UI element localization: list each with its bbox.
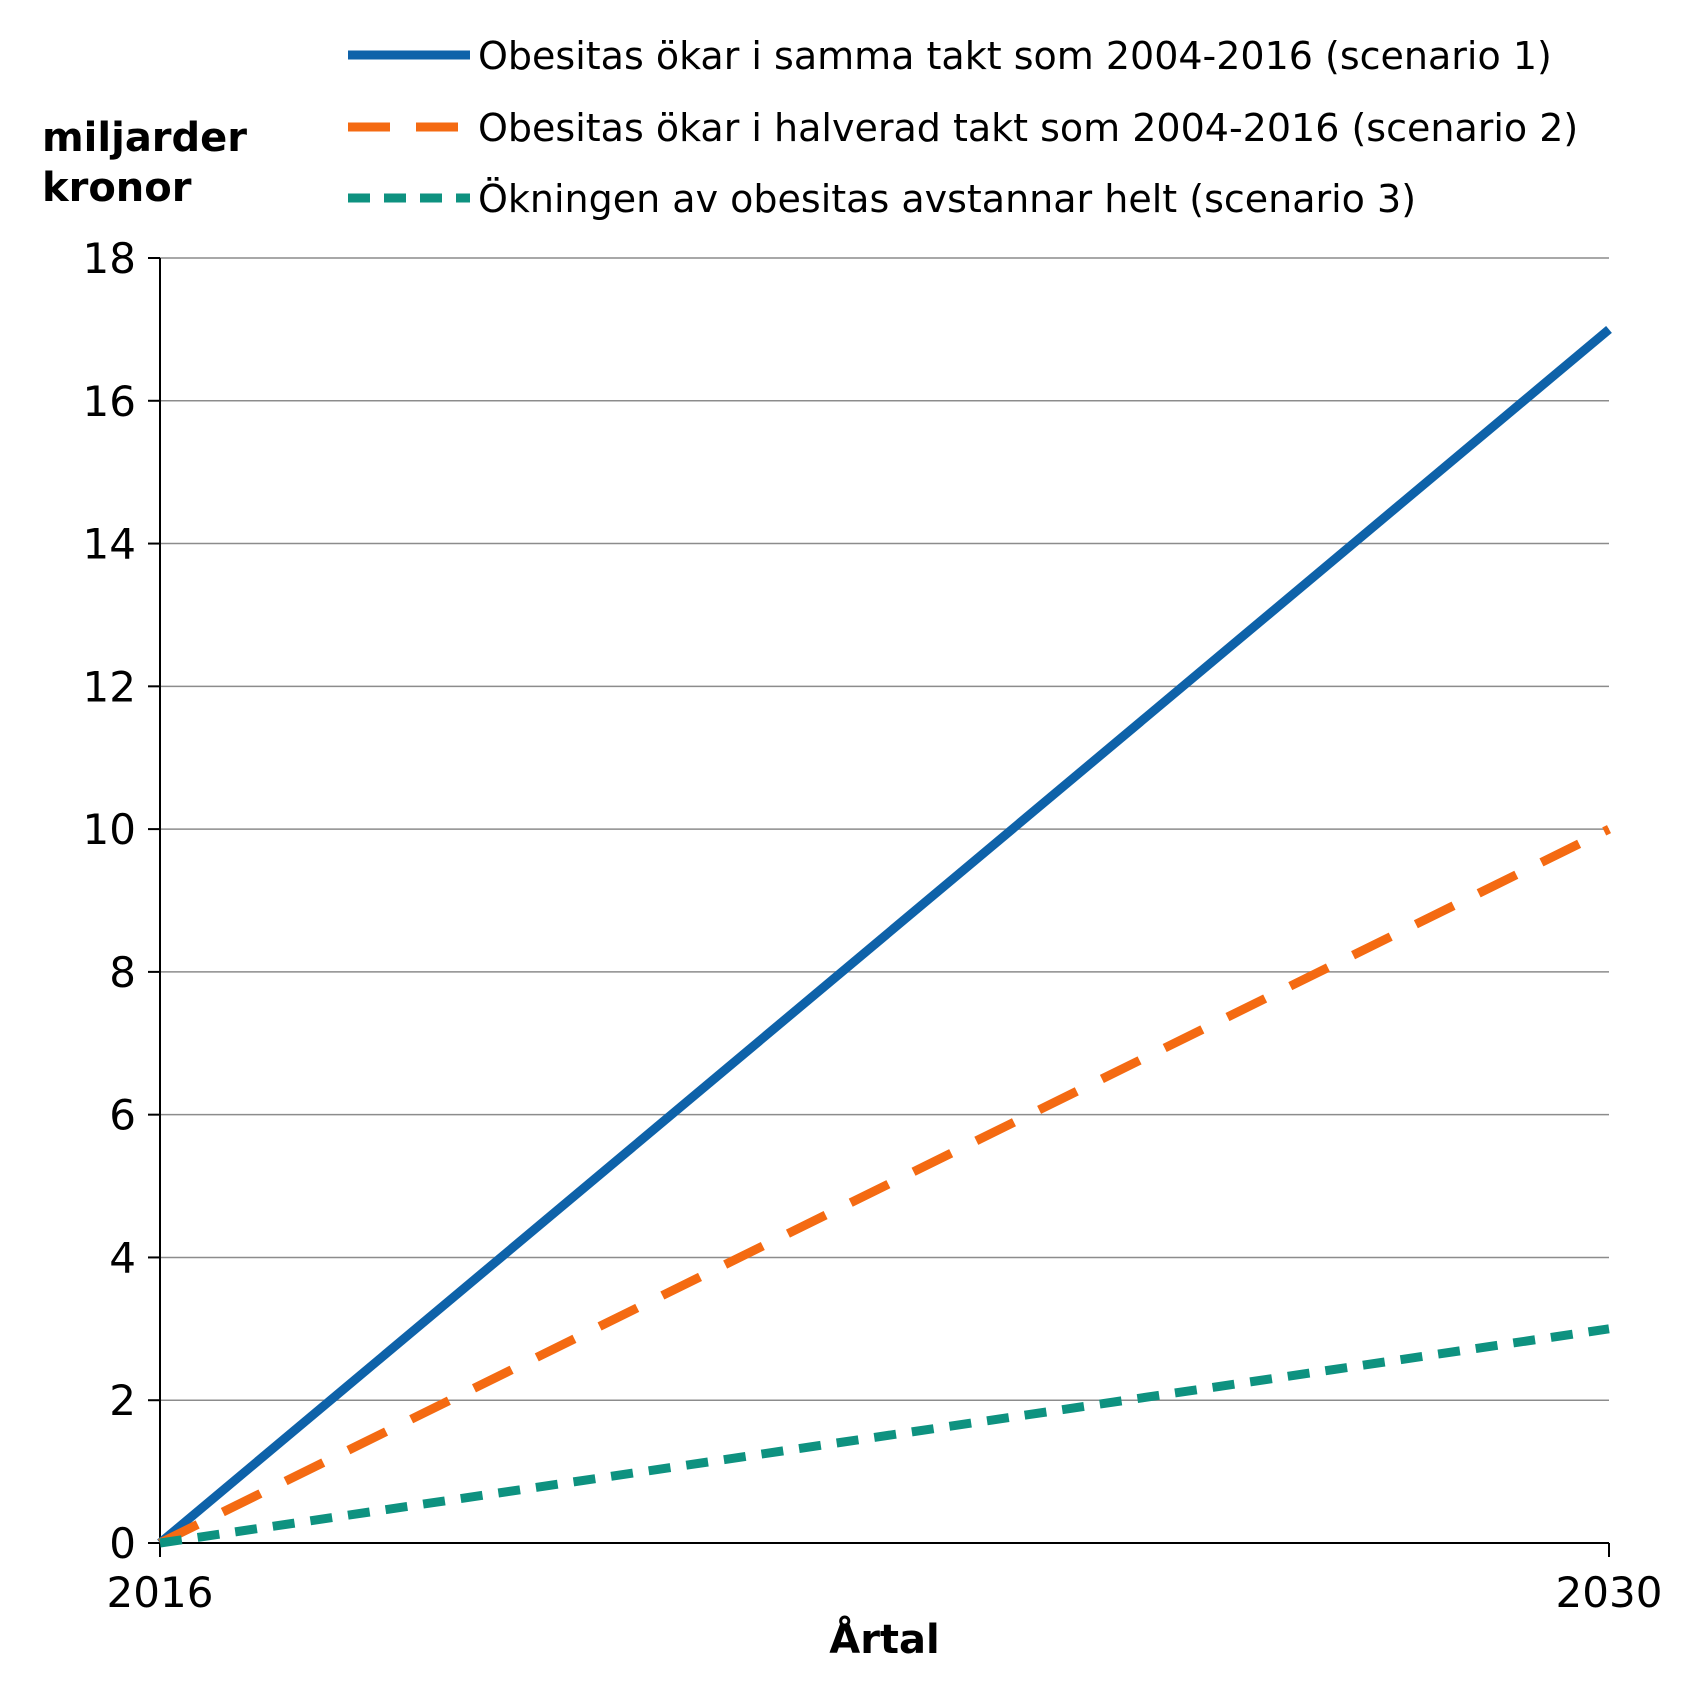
gridlines xyxy=(160,257,1609,1401)
y-axis-title-line-1: miljarder xyxy=(42,115,247,161)
series-line-3 xyxy=(159,1324,1610,1548)
y-tick-label: 18 xyxy=(83,234,136,283)
axes: 0 2 4 6 8 10 12 14 16 18 2016 2030 xyxy=(83,234,1663,1617)
x-tick-label: 2016 xyxy=(107,1568,214,1617)
y-tick-label: 12 xyxy=(83,662,136,711)
legend: Obesitas ökar i samma takt som 2004-2016… xyxy=(348,34,1578,221)
legend-label-2: Obesitas ökar i halverad takt som 2004-2… xyxy=(478,106,1578,150)
legend-label-1: Obesitas ökar i samma takt som 2004-2016… xyxy=(478,34,1552,78)
y-tick-label: 16 xyxy=(83,377,136,426)
series-line-2 xyxy=(158,825,1611,1548)
y-tick-label: 4 xyxy=(109,1233,136,1282)
x-tick-label: 2030 xyxy=(1556,1568,1663,1617)
y-tick-label: 2 xyxy=(109,1376,136,1425)
series-line-1 xyxy=(157,325,1612,1547)
y-tick-label: 14 xyxy=(83,520,136,569)
y-tick-label: 10 xyxy=(83,805,136,854)
legend-label-3: Ökningen av obesitas avstannar helt (sce… xyxy=(478,177,1416,221)
series-lines xyxy=(157,325,1612,1548)
y-tick-label: 6 xyxy=(109,1091,136,1140)
x-axis-title: Årtal xyxy=(829,1614,940,1663)
y-tick-label: 8 xyxy=(109,948,136,997)
y-tick-label: 0 xyxy=(109,1519,136,1568)
y-axis-title-line-2: kronor xyxy=(42,165,192,211)
